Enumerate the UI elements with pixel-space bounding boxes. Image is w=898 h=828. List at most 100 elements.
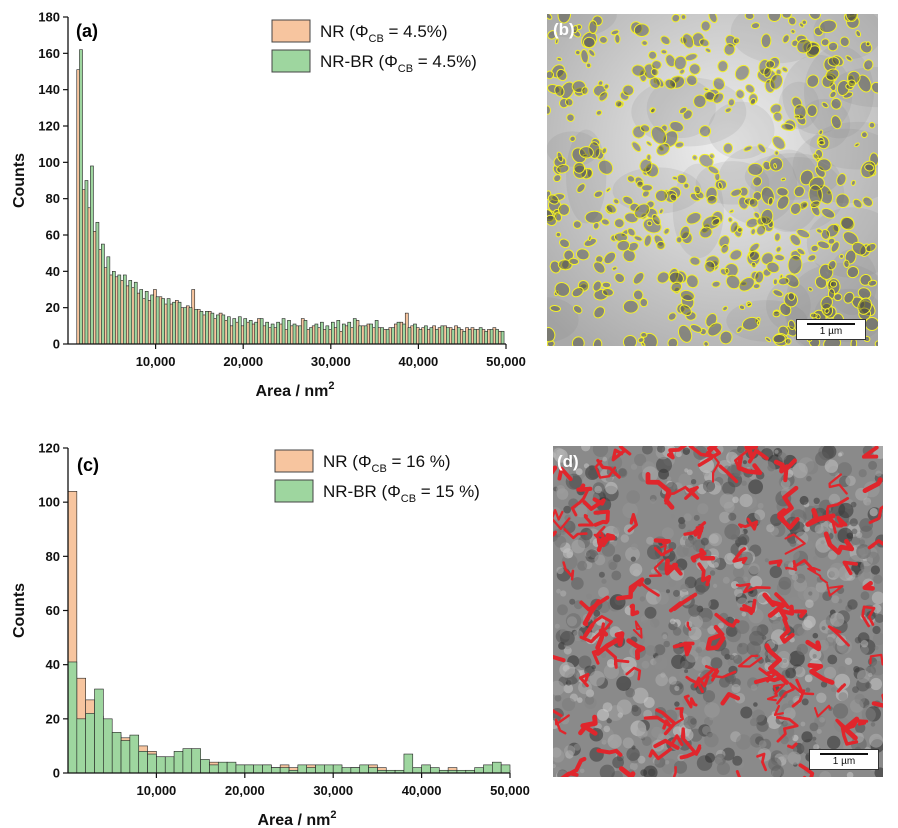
bar-nr-br [262,764,272,774]
texture-blob-d [869,508,878,517]
aggregate-d [738,517,759,531]
particle-b [572,25,579,34]
texture-blob-d [748,563,760,575]
particle-b [808,184,823,206]
particle-b [793,185,805,198]
texture-blob-d [673,589,680,597]
texture-blob-d [656,457,672,473]
texture-blob-d [710,657,723,669]
bar-nr-br [232,318,237,345]
particle-b [700,20,711,32]
particle-b [746,302,753,307]
texture-blob-d [783,720,788,725]
aggregate-d [862,581,875,591]
particle-outlines-b [547,14,878,346]
texture-blob-d [716,761,730,775]
scale-bar-label-b: 1 µm [819,326,843,337]
particle-b [821,302,834,317]
particle-b [547,327,556,343]
particle-b [595,109,603,116]
texture-blob-d [794,666,806,678]
texture-blob-d [559,662,576,678]
texture-blob-d [592,446,609,457]
texture-blob-d [705,752,715,763]
aggregate-d [583,623,595,639]
image-shade-b [566,129,607,224]
texture-blob-d [675,451,682,458]
particle-b [549,305,561,312]
particle-b [772,333,786,344]
particle-b [586,167,593,178]
texture-blob-d [803,525,810,532]
particle-b [674,141,685,149]
particle-b [686,74,698,87]
particle-b [656,271,670,284]
texture-blob-d [732,496,739,504]
image-shade-b [809,121,878,170]
texture-blob-d [672,726,683,737]
aggregate-d [792,558,817,573]
y-tick-label: 60 [46,228,60,243]
bar-nr-br [106,256,111,345]
bar-nr-br [235,764,246,774]
bar-nr-br [396,321,401,345]
texture-blob-d [821,626,826,631]
particle-b [845,14,858,22]
texture-blob-d [734,588,743,597]
texture-blob-d [574,504,588,518]
texture-blob-d [554,535,567,548]
y-tick-label: 100 [38,155,60,170]
particle-b [773,111,783,122]
particle-b [761,252,774,265]
particle-b [669,120,684,133]
aggregate-d [805,507,836,527]
texture-blob-d [869,677,883,691]
particle-b [565,97,574,107]
texture-blob-d [785,667,797,679]
texture-blob-d [697,503,709,515]
particle-b [747,162,764,176]
aggregate-d [869,653,883,666]
bar-nr-br [147,753,157,774]
particle-b [572,304,583,314]
bar-nr-br [101,243,105,345]
aggregate-d [714,612,740,628]
texture-blob-d [722,576,730,584]
texture-blob-d [753,702,758,707]
texture-blob-d [586,593,592,600]
bar-nr-br [421,764,431,774]
particle-b [693,185,701,195]
aggregate-d [596,748,623,757]
aggregate-d [669,734,684,747]
x-tick-label: 30,000 [311,354,351,369]
bar-nr-br [315,764,325,774]
texture-blob-d [831,595,840,604]
texture-blob-d [735,620,750,634]
bar-nr-br [253,764,263,774]
texture-blob-d [688,626,702,641]
particle-b [641,184,653,192]
aggregate-d [683,694,698,709]
bar-nr-br [350,767,361,774]
bar-nr-br [402,323,406,345]
aggregate-d [737,654,763,668]
bar-nr-br [489,329,494,345]
particle-b [651,214,661,226]
particle-b [821,74,835,88]
texture-blob-d [566,616,578,627]
texture-blob-d [616,699,632,715]
particle-b [622,299,639,314]
texture-blob-d [602,456,608,462]
particle-b [592,15,603,27]
texture-blob-d [760,461,776,477]
texture-blob-d [639,596,646,602]
texture-blob-d [830,612,845,627]
particle-b [689,323,703,333]
texture-blob-d [801,731,813,743]
aggregate-d [842,560,858,576]
particle-b [556,68,568,82]
texture-blob-d [872,603,882,614]
particle-b [611,266,618,271]
particle-b [763,66,772,78]
bar-nr-br [244,764,254,774]
